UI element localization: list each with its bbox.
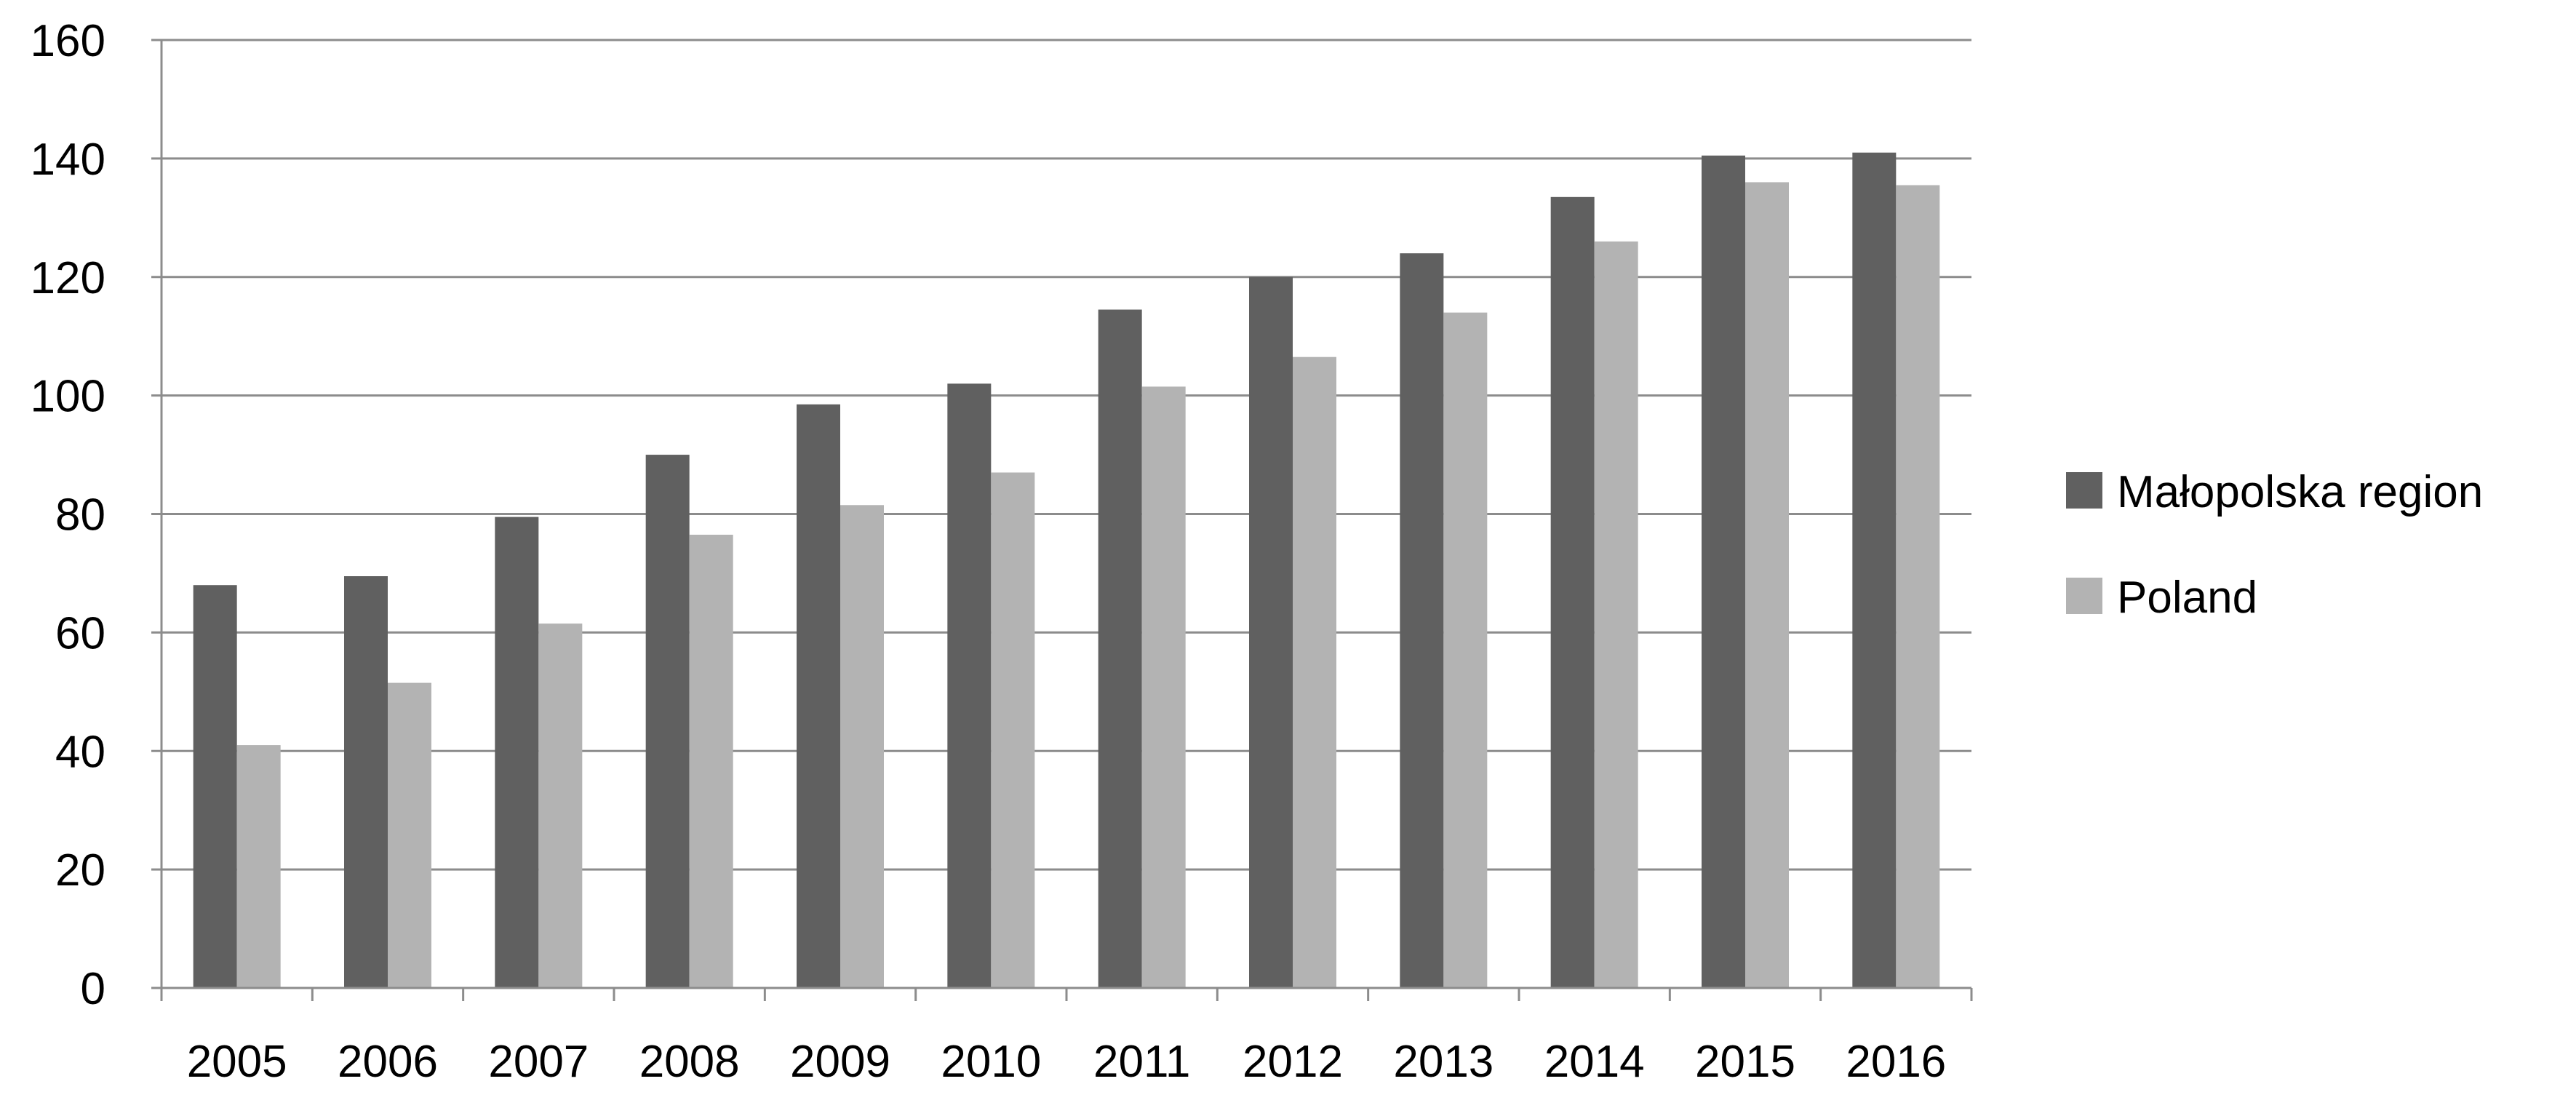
x-tick-label: 2014 — [1544, 1037, 1645, 1087]
bar-malopolska-2005 — [193, 585, 237, 988]
bar-malopolska-2015 — [1702, 155, 1745, 989]
legend-swatch-malopolska — [2066, 472, 2102, 509]
bar-poland-2007 — [538, 623, 583, 988]
y-tick-label: 140 — [31, 135, 105, 185]
bar-poland-2009 — [840, 505, 884, 988]
y-tick-label: 80 — [55, 490, 105, 541]
bar-poland-2014 — [1594, 241, 1638, 989]
bar-malopolska-2012 — [1249, 276, 1293, 988]
bar-malopolska-2014 — [1550, 196, 1595, 989]
bar-poland-2011 — [1141, 386, 1186, 988]
x-tick-label: 2007 — [488, 1037, 589, 1087]
bar-malopolska-2016 — [1852, 152, 1897, 989]
x-tick-label: 2015 — [1695, 1037, 1795, 1087]
y-tick-label: 0 — [81, 964, 105, 1014]
gridlines — [162, 39, 1971, 871]
y-tick-label: 100 — [31, 372, 105, 422]
bar-poland-2005 — [236, 745, 281, 988]
bar-poland-2012 — [1293, 356, 1336, 988]
legend-label-poland: Poland — [2117, 573, 2257, 623]
y-tick-label: 160 — [31, 16, 105, 66]
y-tick-label: 40 — [55, 727, 105, 777]
bar-malopolska-2010 — [947, 383, 992, 988]
axes — [151, 39, 1973, 1001]
bar-malopolska-2006 — [344, 576, 388, 988]
x-tick-label: 2011 — [1093, 1037, 1190, 1087]
bar-malopolska-2011 — [1098, 309, 1142, 988]
y-axis-ticks: 0 20 40 60 80 100 120 140 160 — [31, 16, 105, 1014]
legend-label-malopolska: Małopolska region — [2117, 467, 2483, 517]
bar-malopolska-2007 — [495, 517, 539, 988]
bar-poland-2016 — [1896, 185, 1940, 989]
y-tick-label: 120 — [31, 253, 105, 303]
bar-malopolska-2013 — [1400, 253, 1444, 988]
y-tick-label: 20 — [55, 845, 105, 896]
bar-poland-2010 — [991, 472, 1035, 988]
x-tick-label: 2010 — [941, 1037, 1041, 1087]
bar-malopolska-2009 — [797, 404, 840, 988]
legend: Małopolska region Poland — [2066, 467, 2483, 623]
x-tick-label: 2009 — [790, 1037, 890, 1087]
x-tick-label: 2012 — [1243, 1037, 1343, 1087]
bar-poland-2006 — [388, 682, 431, 988]
x-tick-label: 2005 — [187, 1037, 287, 1087]
x-axis-ticks: 2005 2006 2007 2008 2009 2010 2011 2012 2013 2014… — [187, 1037, 1947, 1087]
bar-malopolska-2008 — [645, 455, 690, 988]
bar-poland-2015 — [1745, 182, 1789, 989]
x-tick-label: 2013 — [1393, 1037, 1494, 1087]
y-tick-label: 60 — [55, 608, 105, 658]
bars — [193, 152, 1940, 989]
legend-swatch-poland — [2066, 578, 2102, 614]
x-tick-label: 2016 — [1846, 1037, 1946, 1087]
x-tick-label: 2008 — [639, 1037, 740, 1087]
bar-poland-2013 — [1443, 312, 1488, 988]
x-tick-label: 2006 — [338, 1037, 438, 1087]
bar-poland-2008 — [689, 535, 733, 988]
